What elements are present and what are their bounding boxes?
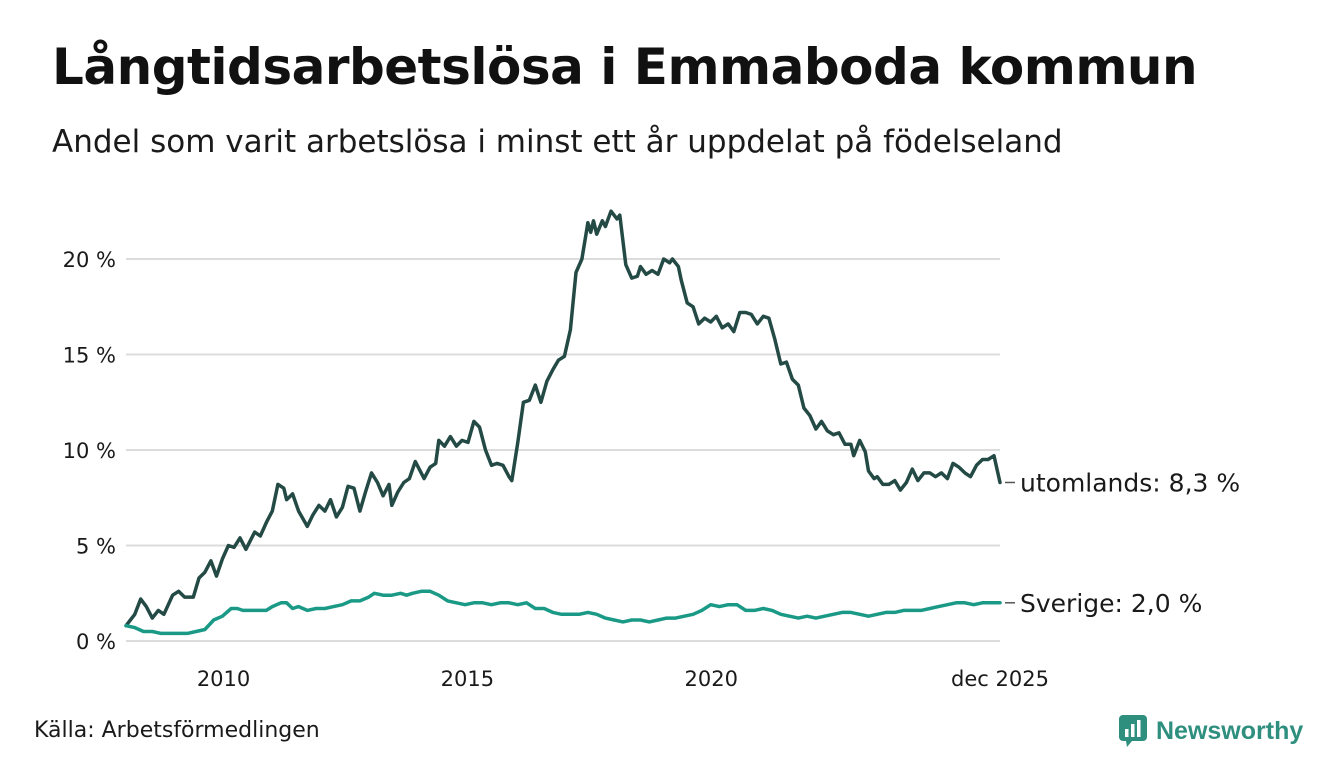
y-tick-label: 10 % <box>63 439 116 463</box>
newsworthy-logo-icon <box>1119 715 1147 747</box>
grid-layer <box>126 258 1000 642</box>
end-labels: utomlands: 8,3 % Sverige: 2,0 % <box>1005 468 1240 618</box>
x-tick-label: 2020 <box>685 667 738 691</box>
y-tick-label: 5 % <box>76 535 116 559</box>
x-axis: 2010 2015 2020 dec 2025 <box>197 667 1049 691</box>
source-note: Källa: Arbetsförmedlingen <box>34 718 320 743</box>
end-label-utomlands: utomlands: 8,3 % <box>1020 468 1240 497</box>
y-tick-label: 0 % <box>76 630 116 654</box>
x-tick-label: 2010 <box>197 667 250 691</box>
brand-logo: Newsworthy <box>1118 714 1303 748</box>
series-line-sverige <box>124 589 1002 636</box>
end-label-sverige: Sverige: 2,0 % <box>1020 589 1202 618</box>
chart-title: Långtidsarbetslösa i Emmaboda kommun <box>52 38 1198 96</box>
line-chart: 0 %5 %10 %15 %20 % 2010 2015 2020 dec 2025 … <box>63 209 1240 691</box>
brand-name: Newsworthy <box>1156 716 1304 745</box>
x-tick-label: 2015 <box>441 667 494 691</box>
series-layer <box>124 209 1002 636</box>
y-tick-label: 20 % <box>63 248 116 272</box>
x-tick-label: dec 2025 <box>951 667 1049 691</box>
y-axis: 0 % 5 % 10 % 15 % 20 % <box>63 248 116 654</box>
series-line-utomlands <box>124 209 1002 628</box>
y-tick-label: 15 % <box>63 344 116 368</box>
chart-subtitle: Andel som varit arbetslösa i minst ett å… <box>52 124 1063 160</box>
